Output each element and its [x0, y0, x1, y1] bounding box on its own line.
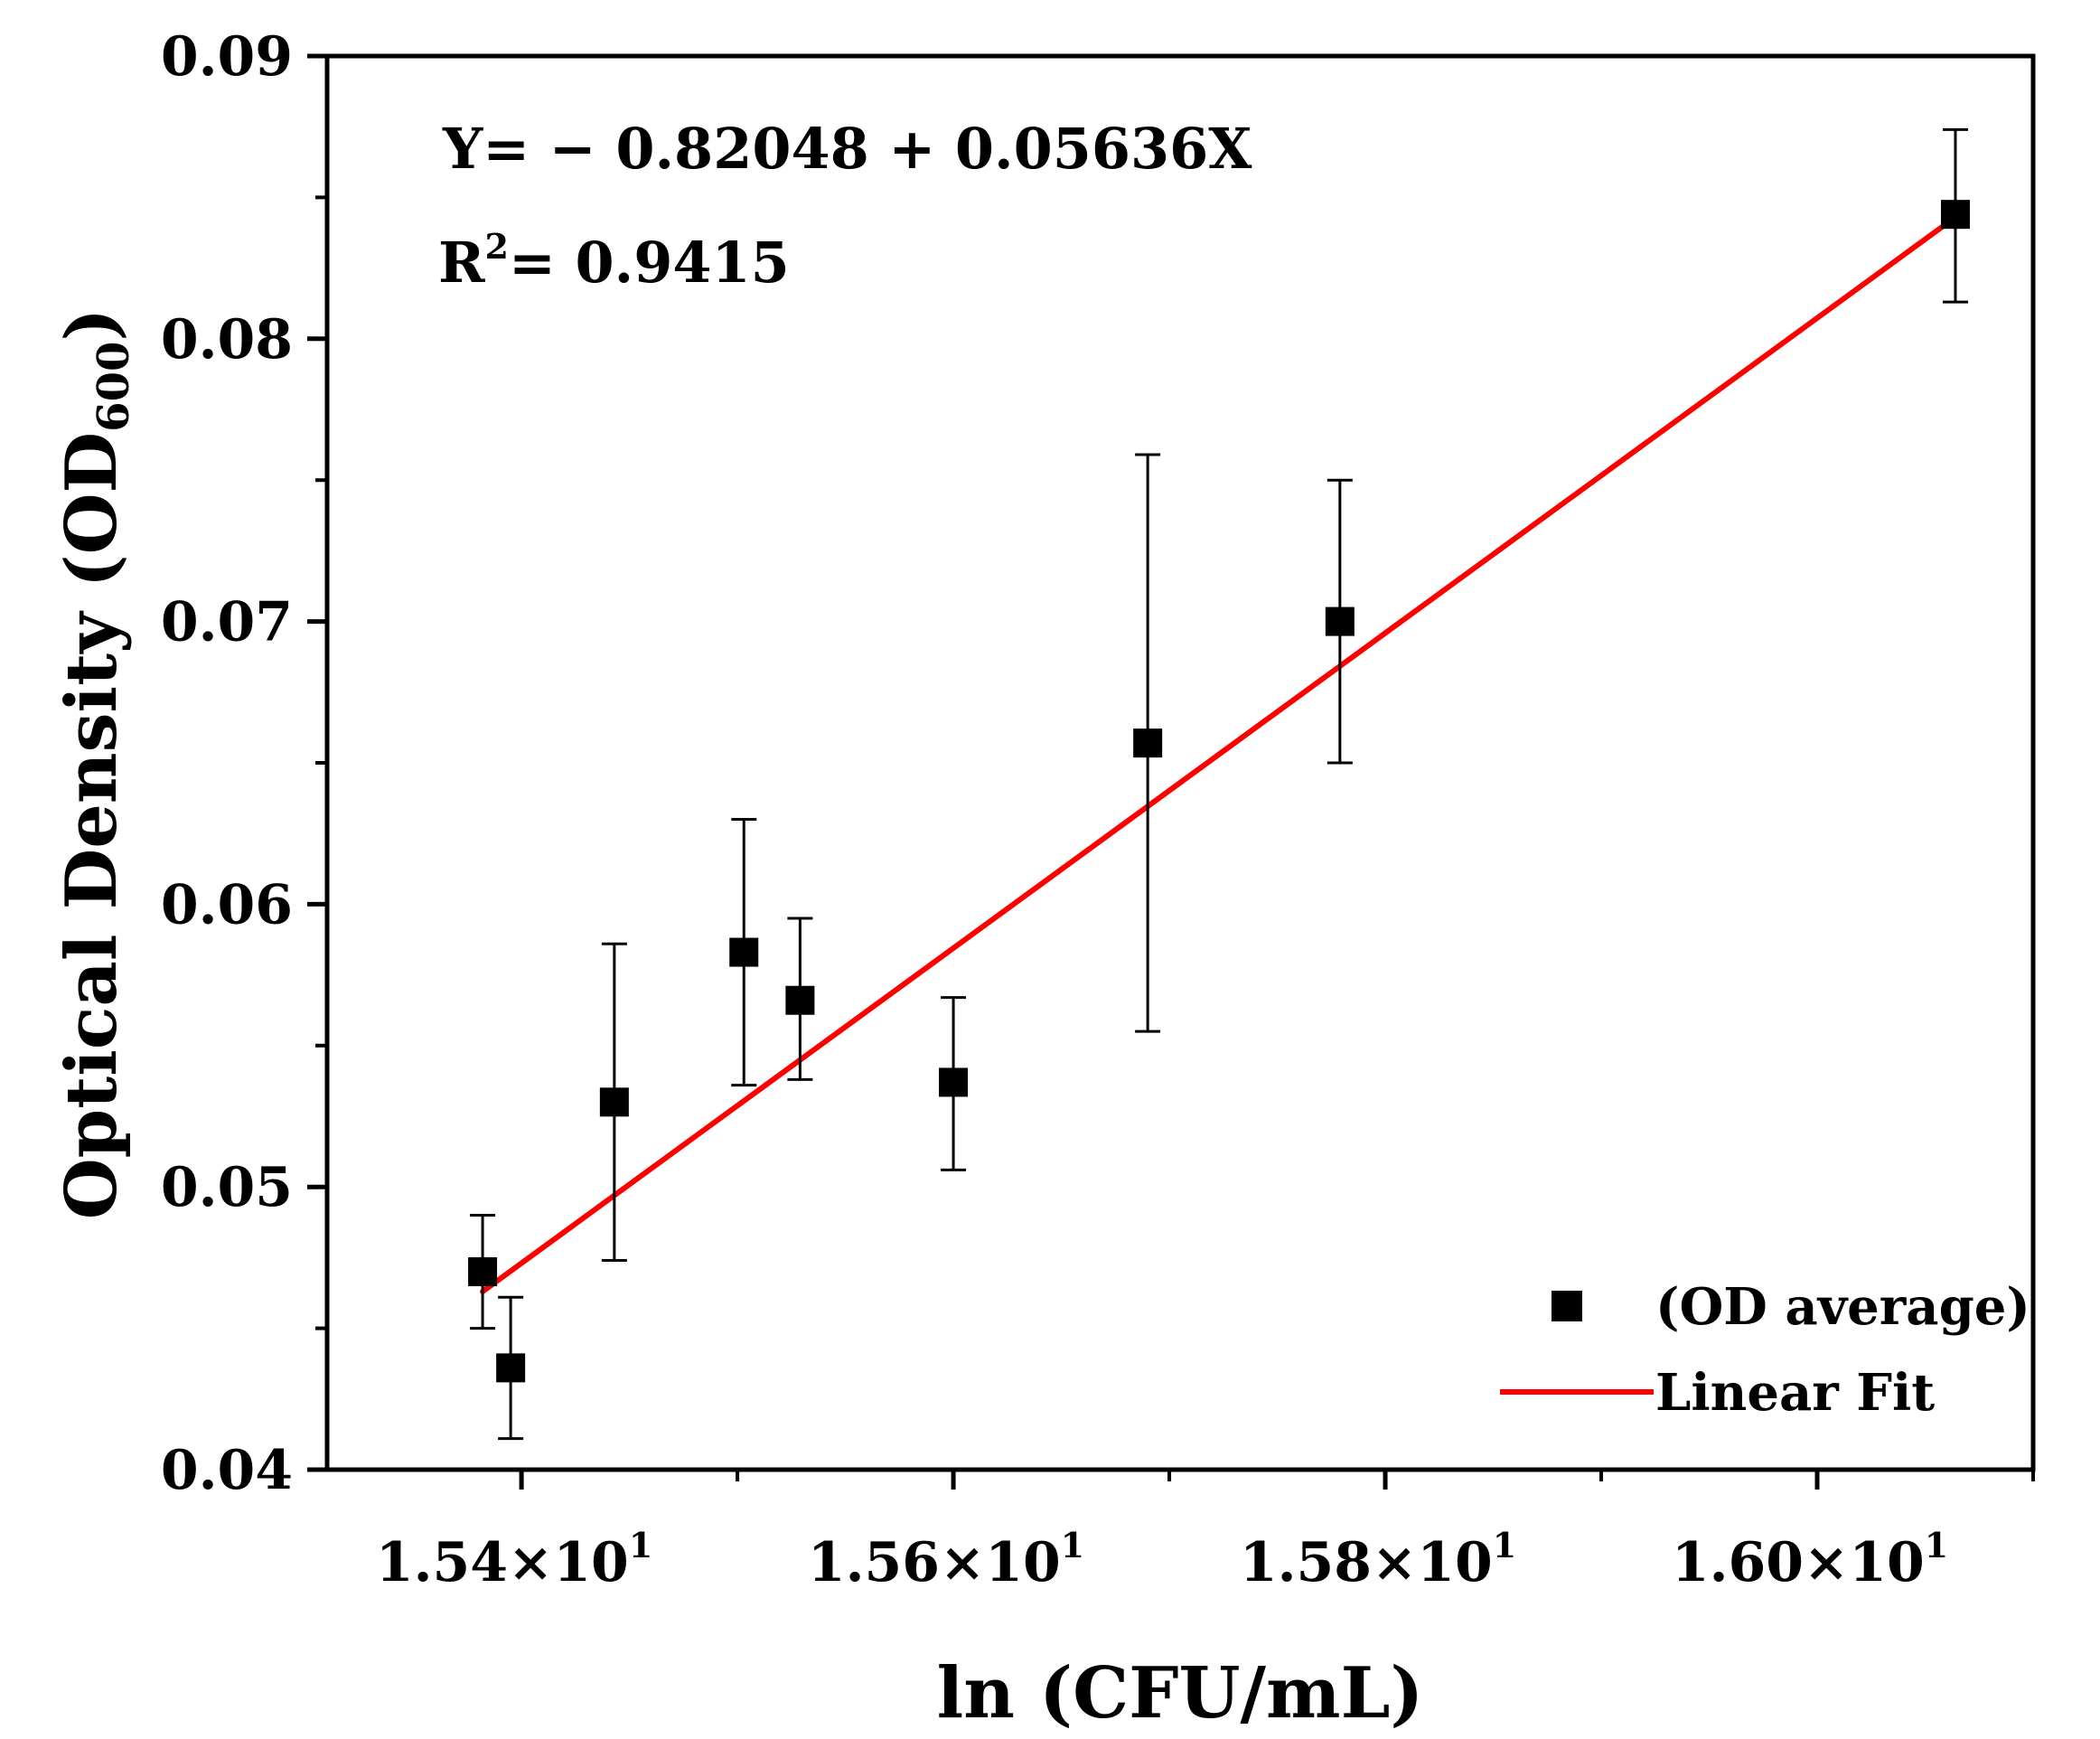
y-axis-title-main: Optical Density (OD [51, 432, 133, 1219]
y-axis-title: Optical Density (OD600) [51, 308, 139, 1220]
x-axis-title: ln (CFU/mL) [937, 1652, 1424, 1734]
y-tick-label: 0.05 [161, 1156, 293, 1219]
r-squared-prefix: R [438, 230, 485, 296]
data-points [468, 200, 1970, 1383]
x-tick-label-mantissa: 1.54×10 [376, 1531, 629, 1594]
y-tick-label: 0.07 [161, 591, 293, 654]
x-tick-label-mantissa: 1.60×10 [1672, 1531, 1925, 1594]
legend-label-od-average: (OD average) [1655, 1277, 2030, 1337]
x-tick-label: 1.58×101 [1240, 1525, 1516, 1594]
x-tick-label-exponent: 1 [1493, 1525, 1516, 1565]
data-point [1133, 728, 1163, 758]
y-axis-title-close: ) [51, 308, 133, 342]
x-tick-label-mantissa: 1.56×10 [808, 1531, 1061, 1594]
legend-label-linear-fit: Linear Fit [1655, 1363, 1935, 1423]
x-tick-label-mantissa: 1.58×10 [1240, 1531, 1493, 1594]
r-squared-value: = 0.9415 [509, 230, 790, 296]
axis-tick-labels: 1.54×101 1.56×101 1.58×101 1.60×1010.040.05… [161, 25, 1948, 1594]
equation-annotation: Y= − 0.82048 + 0.05636X [442, 116, 1252, 182]
data-point [1940, 200, 1970, 230]
data-point [939, 1067, 969, 1097]
data-point [496, 1353, 526, 1383]
x-tick-label: 1.56×101 [808, 1525, 1084, 1594]
y-tick-label: 0.04 [161, 1439, 293, 1502]
x-tick-label-exponent: 1 [1925, 1525, 1948, 1565]
y-tick-label: 0.09 [161, 25, 293, 89]
legend-marker-od-average [1552, 1291, 1582, 1321]
y-tick-label: 0.06 [161, 873, 293, 936]
r-squared-annotation: R2= 0.9415 [438, 226, 790, 296]
linear-fit-series [480, 214, 1958, 1294]
legend: (OD average) Linear Fit [1500, 1277, 2030, 1423]
y-axis-title-subscript: 600 [89, 342, 139, 432]
x-tick-label: 1.60×101 [1672, 1525, 1948, 1594]
plot-frame [324, 53, 2036, 1472]
x-tick-label: 1.54×101 [376, 1525, 652, 1594]
x-tick-label-exponent: 1 [629, 1525, 652, 1565]
data-point [785, 985, 815, 1015]
data-point [468, 1257, 498, 1287]
data-point [1325, 606, 1355, 636]
r-squared-superscript: 2 [485, 226, 509, 267]
data-point [729, 937, 759, 967]
linear-fit-line [480, 214, 1958, 1294]
data-point [599, 1087, 629, 1117]
y-tick-label: 0.08 [161, 308, 293, 371]
x-tick-label-exponent: 1 [1061, 1525, 1084, 1565]
